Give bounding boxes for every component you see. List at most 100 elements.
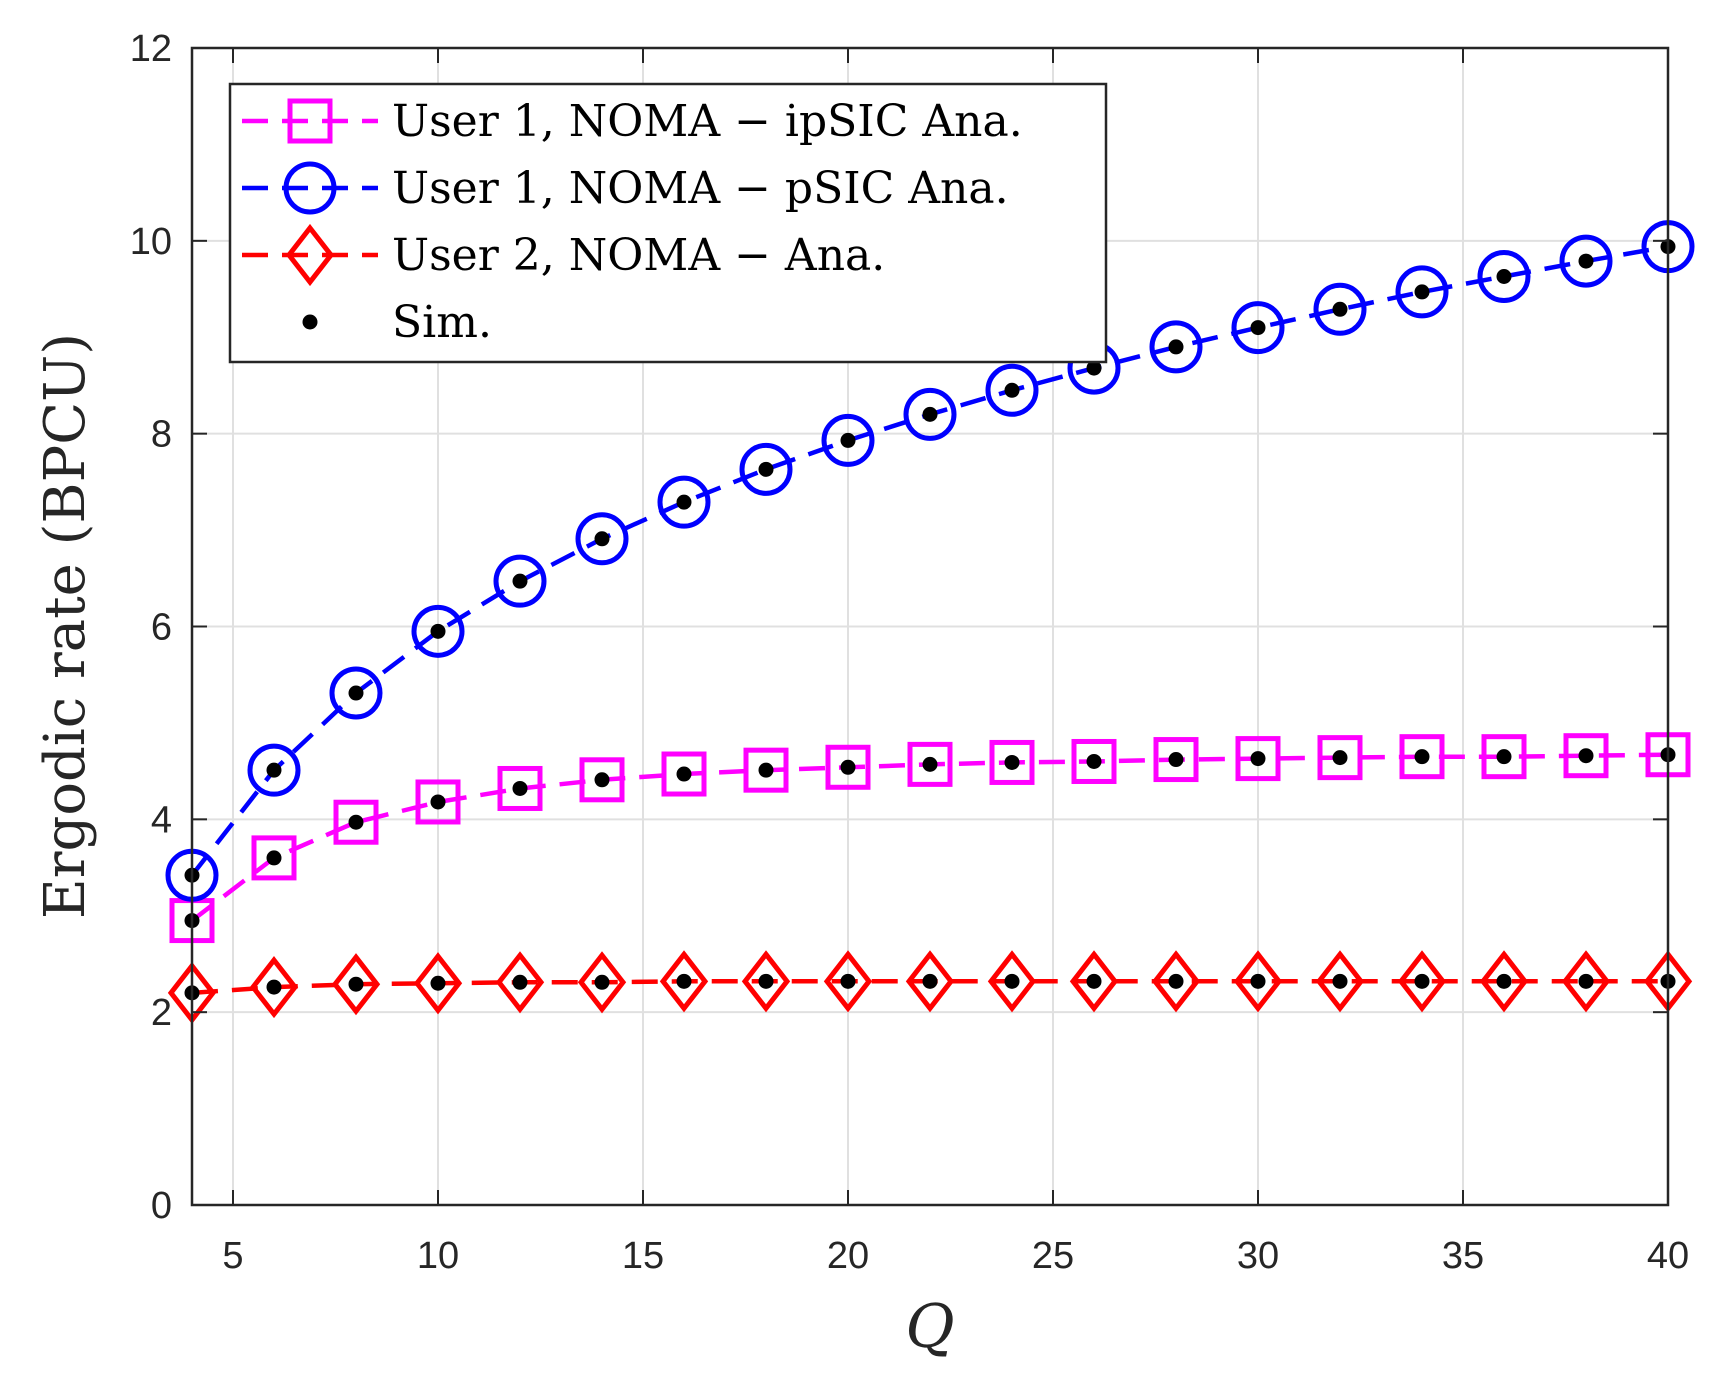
sim-point	[1578, 748, 1594, 764]
legend-marker	[287, 98, 333, 144]
series-marker	[659, 950, 709, 1013]
series-marker	[821, 413, 875, 467]
sim-point	[758, 461, 774, 477]
series-marker	[1481, 734, 1527, 780]
y-tick-label: 2	[151, 992, 172, 1034]
sim-point	[594, 772, 610, 788]
sim-point	[430, 623, 446, 639]
sim-point	[758, 762, 774, 778]
legend-label: User 2, NOMA − Ana.	[392, 230, 885, 281]
sim-point	[1168, 339, 1184, 355]
series-marker	[413, 952, 463, 1015]
x-tick-label: 5	[222, 1235, 243, 1277]
sim-point	[430, 794, 446, 810]
legend-entry: User 1, NOMA − pSIC Ana.	[242, 161, 1009, 215]
sim-point	[676, 973, 692, 989]
series-marker	[493, 554, 547, 608]
sim-point	[1168, 752, 1184, 768]
legend: User 1, NOMA − ipSIC Ana. User 1, NOMA − …	[228, 82, 1108, 364]
legend-box	[228, 82, 1108, 364]
legend-marker	[283, 161, 337, 215]
y-tick-label: 4	[151, 799, 172, 841]
series-marker	[1395, 265, 1449, 319]
x-tick-label: 20	[827, 1235, 869, 1277]
sim-point	[1004, 973, 1020, 989]
series-marker	[907, 741, 953, 787]
legend-entry: User 1, NOMA − ipSIC Ana.	[242, 96, 1023, 147]
legend-entries: User 1, NOMA − ipSIC Ana. User 1, NOMA − …	[242, 96, 1023, 348]
sim-point	[840, 432, 856, 448]
x-tick-label: 15	[622, 1235, 664, 1277]
series-marker	[1477, 250, 1531, 304]
sim-point	[348, 814, 364, 830]
sim-point	[1086, 753, 1102, 769]
series-marker	[249, 956, 299, 1019]
x-tick-label: 35	[1442, 1235, 1484, 1277]
sim-point	[1496, 749, 1512, 765]
legend-marker	[302, 314, 318, 330]
legend-label: User 1, NOMA − pSIC Ana.	[392, 163, 1009, 214]
series-marker	[985, 363, 1039, 417]
series-marker	[1397, 950, 1447, 1013]
sim-point	[1414, 749, 1430, 765]
series-marker	[251, 835, 297, 881]
series-marker	[329, 666, 383, 720]
series-marker	[1153, 737, 1199, 783]
series-marker	[1151, 950, 1201, 1013]
y-tick-label: 0	[151, 1185, 172, 1227]
sim-point	[1250, 320, 1266, 336]
sim-point	[512, 974, 528, 990]
sim-point	[758, 973, 774, 989]
sim-point	[1332, 750, 1348, 766]
x-tick-label: 10	[417, 1235, 459, 1277]
sim-point	[348, 976, 364, 992]
series-marker	[1563, 733, 1609, 779]
series-marker	[1149, 320, 1203, 374]
sim-point	[266, 850, 282, 866]
sim-point	[676, 766, 692, 782]
series-marker	[577, 951, 627, 1014]
legend-entry: User 2, NOMA − Ana.	[242, 223, 885, 287]
series-marker	[661, 751, 707, 797]
series-marker	[1561, 950, 1611, 1013]
legend-marker	[285, 223, 335, 287]
sim-point	[840, 759, 856, 775]
series-marker	[1317, 735, 1363, 781]
x-tick-label: 25	[1032, 1235, 1074, 1277]
series-marker	[1231, 301, 1285, 355]
series-marker	[1313, 282, 1367, 336]
x-axis-label: Q	[905, 1292, 954, 1362]
series-marker	[825, 744, 871, 790]
sim-point	[594, 974, 610, 990]
series-marker	[1315, 950, 1365, 1013]
sim-point	[430, 975, 446, 991]
sim-point	[922, 406, 938, 422]
sim-point	[1332, 973, 1348, 989]
series-marker	[905, 950, 955, 1013]
series-marker	[1069, 950, 1119, 1013]
y-tick-label: 12	[130, 28, 172, 70]
legend-label: User 1, NOMA − ipSIC Ana.	[392, 96, 1023, 147]
sim-point	[676, 494, 692, 510]
series-marker	[741, 950, 791, 1013]
sim-point	[1168, 973, 1184, 989]
sim-point	[1086, 973, 1102, 989]
sim-point	[1414, 973, 1430, 989]
sim-point	[512, 780, 528, 796]
legend-label: Sim.	[392, 297, 492, 348]
legend-entry: Sim.	[302, 297, 492, 348]
ticks: 5 10 15 20 25 30 35 40 0 2 4 6 8 10 12	[130, 28, 1689, 1277]
sim-point	[1496, 269, 1512, 285]
y-tick-label: 10	[130, 221, 172, 263]
series-marker	[739, 442, 793, 496]
sim-point	[1578, 253, 1594, 269]
series-marker	[579, 757, 625, 803]
series-marker	[987, 950, 1037, 1013]
y-axis-label: Ergodic rate (BPCU)	[33, 333, 98, 919]
series-marker	[575, 512, 629, 566]
series-marker	[495, 951, 545, 1014]
series-marker	[657, 475, 711, 529]
series-marker	[415, 779, 461, 825]
y-tick-label: 6	[151, 607, 172, 649]
